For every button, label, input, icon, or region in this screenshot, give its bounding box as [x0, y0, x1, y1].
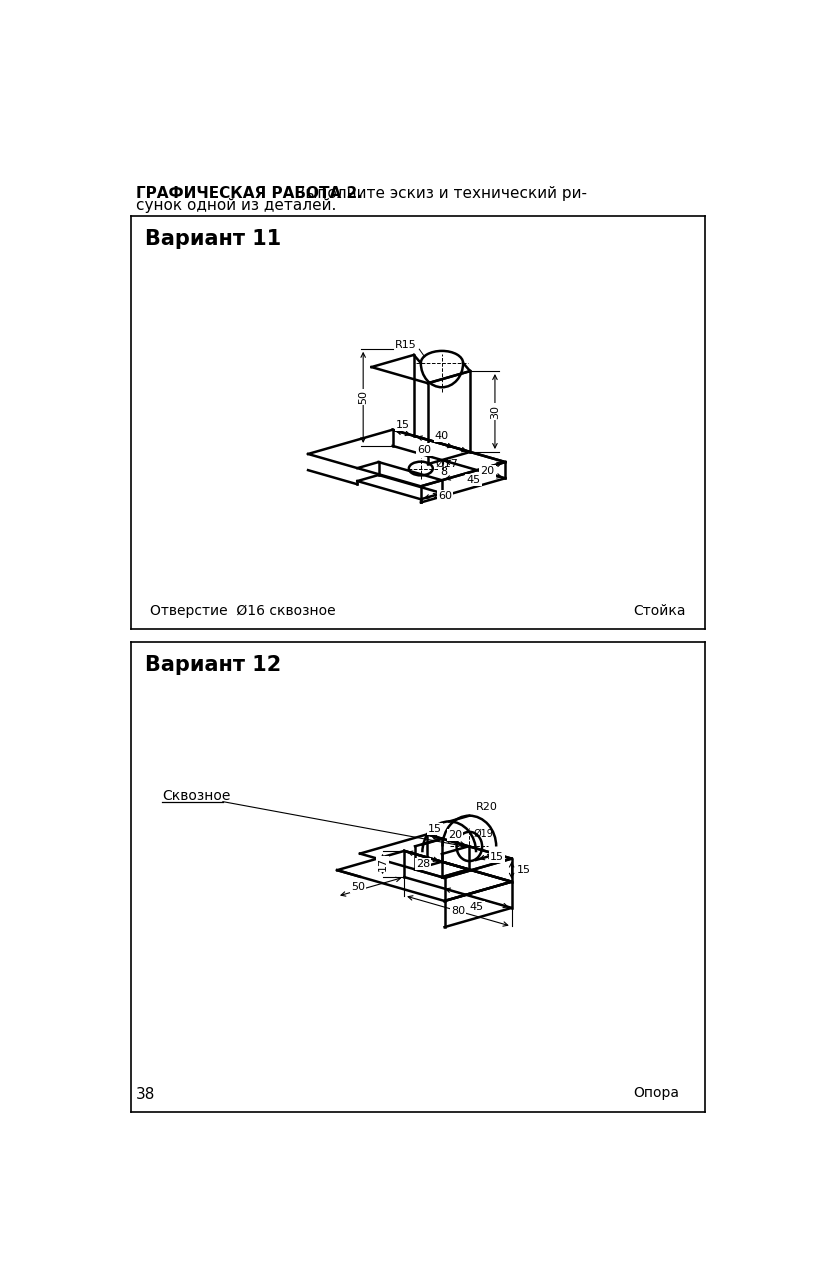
- Text: Ø19: Ø19: [473, 829, 493, 839]
- Text: 45: 45: [470, 902, 484, 913]
- Text: Вариант 11: Вариант 11: [145, 229, 282, 249]
- Text: 45: 45: [467, 475, 481, 486]
- Text: 40: 40: [435, 431, 449, 441]
- Text: 15: 15: [490, 852, 504, 862]
- Text: 60: 60: [438, 491, 452, 501]
- Text: Опора: Опора: [633, 1087, 679, 1101]
- Text: 15: 15: [428, 824, 441, 834]
- Text: 30: 30: [490, 404, 500, 418]
- Text: Вариант 12: Вариант 12: [145, 655, 282, 675]
- Text: 60: 60: [417, 445, 432, 455]
- Text: Стойка: Стойка: [633, 605, 685, 619]
- Text: сунок одной из деталей.: сунок одной из деталей.: [136, 198, 336, 214]
- Text: 80: 80: [451, 906, 465, 916]
- Text: 20: 20: [481, 466, 494, 477]
- Text: 15: 15: [517, 866, 531, 876]
- Text: 8: 8: [440, 468, 447, 478]
- Text: 15: 15: [397, 419, 410, 430]
- Text: Сквозное: Сквозное: [162, 789, 231, 803]
- Text: R20: R20: [476, 802, 498, 811]
- Text: 17: 17: [378, 857, 388, 871]
- Text: 50: 50: [358, 390, 368, 404]
- Text: Выполните эскиз и технический ри-: Выполните эскиз и технический ри-: [290, 186, 587, 201]
- Text: 20: 20: [448, 830, 463, 840]
- Text: Ø17: Ø17: [436, 459, 459, 469]
- FancyBboxPatch shape: [116, 159, 721, 1125]
- Text: 50: 50: [352, 882, 366, 892]
- Text: 38: 38: [136, 1087, 156, 1102]
- Text: ГРАФИЧЕСКАЯ РАБОТА 2.: ГРАФИЧЕСКАЯ РАБОТА 2.: [136, 186, 363, 201]
- Text: R15: R15: [395, 339, 417, 350]
- Text: 28: 28: [416, 859, 430, 869]
- Text: Отверстие  Ø16 сквозное: Отверстие Ø16 сквозное: [150, 605, 335, 619]
